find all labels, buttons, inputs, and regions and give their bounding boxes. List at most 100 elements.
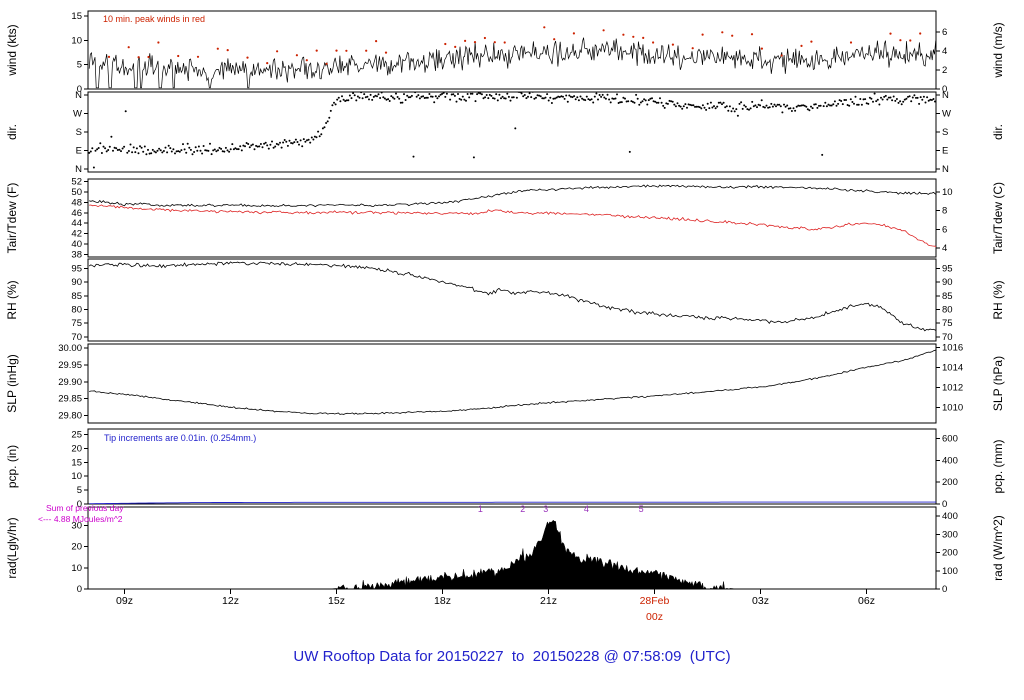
axis-title-right-dir: dir.: [991, 124, 1005, 140]
annotation-rad-0: Sum of previous day: [46, 503, 124, 513]
axis-title-left-temp: Tair/Tdew (F): [5, 183, 19, 254]
y-tick-left-temp: 38: [71, 249, 82, 260]
y-tick-right-rh: 75: [942, 318, 953, 329]
panel-border-rh: [87, 258, 937, 342]
panel-series-slp: [89, 349, 936, 415]
relative-humidity: [88, 261, 936, 332]
y-tick-left-dir: N: [75, 90, 82, 101]
y-tick-right-wind: 0: [942, 84, 947, 95]
panel-series-rad: [89, 519, 936, 589]
x-tick-label-0: 09z: [116, 595, 133, 607]
y-tick-left-temp: 46: [71, 208, 82, 219]
y-tick-right-rh: 80: [942, 305, 953, 316]
y-tick-right-rad: 100: [942, 566, 958, 577]
y-tick-left-rh: 70: [71, 332, 82, 343]
y-tick-right-dir: N: [942, 90, 949, 101]
y-tick-left-dir: N: [75, 164, 82, 175]
y-tick-right-rh: 90: [942, 277, 953, 288]
panel-wind: 0 5 10 15 0 2 4 6 wind (kts) wind (m/s) 10 min. pe…: [5, 10, 1005, 95]
wind-speed: [88, 37, 936, 89]
solar-radiation: [89, 519, 936, 589]
y-tick-left-temp: 42: [71, 229, 82, 240]
y-tick-right-rad: 200: [942, 548, 958, 559]
y-tick-left-pcp: 20: [71, 443, 82, 454]
y-tick-left-pcp: 15: [71, 457, 82, 468]
axis-title-left-wind: wind (kts): [5, 24, 19, 76]
panel-series-wind: [88, 26, 936, 89]
panel-border-slp: [87, 343, 937, 424]
y-tick-left-dir: E: [76, 146, 82, 157]
y-tick-right-wind: 4: [942, 46, 947, 57]
x-tick-label-2: 15z: [328, 595, 345, 607]
tdew: [89, 204, 936, 248]
y-tick-left-dir: W: [73, 108, 82, 119]
y-tick-left-wind: 0: [77, 84, 82, 95]
y-tick-right-temp: 6: [942, 224, 947, 235]
axis-title-right-pcp: pcp. (mm): [991, 439, 1005, 493]
y-tick-right-temp: 8: [942, 206, 947, 217]
panel-border-pcp: [87, 428, 937, 505]
y-tick-left-rh: 75: [71, 318, 82, 329]
panel-border-wind: [87, 10, 937, 90]
y-tick-right-temp: 4: [942, 243, 947, 254]
x-tick-label2-5: 00z: [646, 611, 663, 623]
axis-title-left-dir: dir.: [5, 124, 19, 140]
x-tick-label-6: 03z: [752, 595, 769, 607]
axis-title-right-temp: Tair/Tdew (C): [991, 182, 1005, 254]
y-tick-left-temp: 52: [71, 177, 82, 188]
annotation-rad-3: 2: [520, 504, 525, 514]
y-tick-right-rh: 70: [942, 332, 953, 343]
y-tick-left-rh: 85: [71, 291, 82, 302]
annotation-rad-1: <--- 4.88 MJoules/m^2: [38, 514, 123, 524]
y-tick-left-slp: 29.85: [58, 394, 82, 405]
x-tick-label-5: 28Feb: [640, 595, 670, 607]
sea-level-pressure: [89, 349, 936, 415]
wind-direction: [88, 92, 936, 169]
annotation-pcp-0: Tip increments are 0.01in. (0.254mm.): [104, 433, 256, 443]
x-tick-label-4: 21z: [540, 595, 557, 607]
panel-rh: 95 90 85 80 75 70 95 90 85 80 75 70 RH (%) RH (%): [5, 258, 1005, 343]
y-tick-right-pcp: 400: [942, 455, 958, 466]
panel-slp: 30.00 29.95 29.90 29.85 29.80 1016 1014 1012 101…: [5, 343, 1005, 424]
y-tick-right-pcp: 600: [942, 433, 958, 444]
x-tick-label-7: 06z: [858, 595, 875, 607]
axis-title-right-wind: wind (m/s): [991, 22, 1005, 78]
panel-border-dir: [87, 91, 937, 173]
chart-title: UW Rooftop Data for 20150227 to 20150228…: [293, 648, 731, 665]
annotation-wind-0: 10 min. peak winds in red: [103, 14, 205, 24]
precip-accum: [89, 501, 936, 504]
axis-title-right-rad: rad (W/m^2): [991, 515, 1005, 581]
y-tick-right-rad: 300: [942, 529, 958, 540]
y-tick-left-dir: S: [76, 127, 82, 138]
annotation-rad-2: 1: [478, 504, 483, 514]
y-tick-left-pcp: 5: [77, 485, 82, 496]
y-tick-right-slp: 1012: [942, 382, 963, 393]
y-tick-right-dir: S: [942, 127, 948, 138]
annotation-rad-5: 4: [584, 504, 589, 514]
y-tick-right-dir: W: [942, 108, 951, 119]
y-tick-right-pcp: 200: [942, 477, 958, 488]
y-tick-right-slp: 1014: [942, 363, 963, 374]
y-tick-left-rh: 95: [71, 264, 82, 275]
y-tick-left-temp: 44: [71, 218, 82, 229]
y-tick-left-wind: 10: [71, 35, 82, 46]
y-tick-left-rh: 90: [71, 277, 82, 288]
y-tick-left-slp: 30.00: [58, 343, 82, 354]
y-tick-left-slp: 29.90: [58, 377, 82, 388]
panel-series-rh: [88, 261, 936, 332]
y-tick-left-pcp: 10: [71, 471, 82, 482]
y-tick-left-temp: 48: [71, 197, 82, 208]
panel-series-pcp: [89, 501, 936, 504]
y-tick-left-pcp: 25: [71, 430, 82, 441]
y-tick-left-rad: 10: [71, 563, 82, 574]
axis-title-right-slp: SLP (hPa): [991, 356, 1005, 411]
y-tick-right-rad: 400: [942, 511, 958, 522]
y-tick-left-rad: 30: [71, 520, 82, 531]
y-tick-left-rad: 0: [77, 584, 82, 595]
y-tick-right-temp: 10: [942, 187, 953, 198]
y-tick-right-wind: 6: [942, 27, 947, 38]
